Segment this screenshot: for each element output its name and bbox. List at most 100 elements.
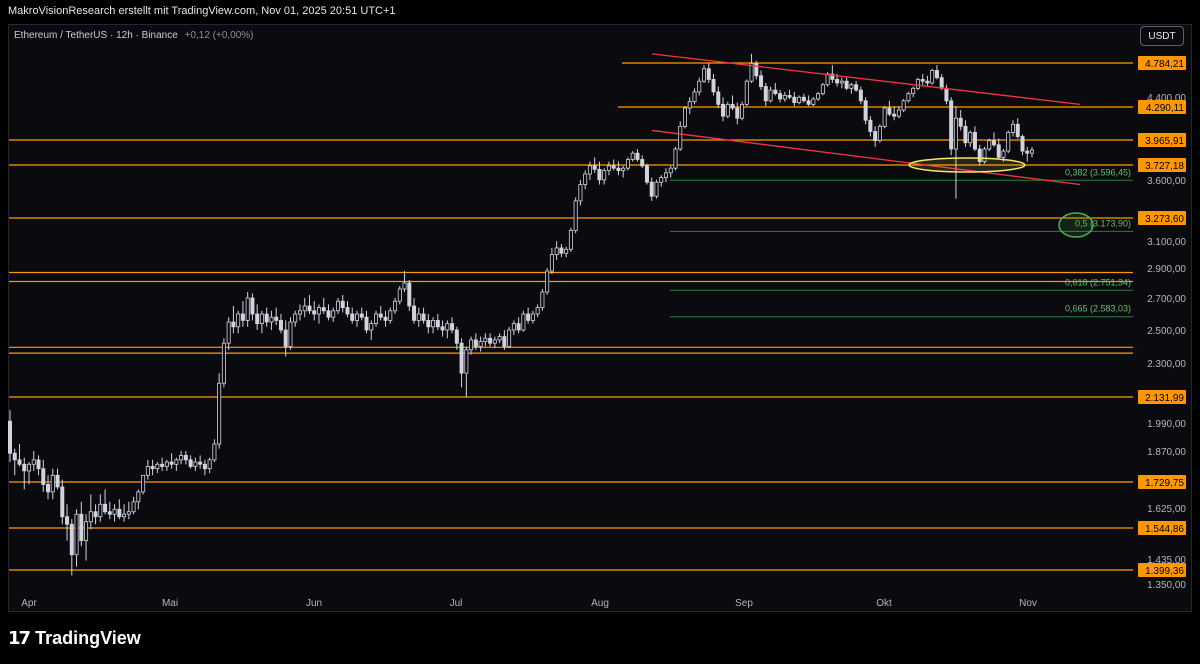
candle-body <box>801 96 806 102</box>
candle-body <box>887 107 892 115</box>
candle-body <box>217 382 222 445</box>
candle-body <box>944 87 949 102</box>
candle-body <box>278 319 283 331</box>
candle-body <box>640 159 645 167</box>
candle-body <box>868 119 873 132</box>
candle-body <box>820 84 825 95</box>
candle-body <box>564 248 569 254</box>
candle-body <box>991 140 996 146</box>
candle-body <box>103 503 108 513</box>
candle-body <box>972 132 977 150</box>
candle-body <box>412 305 417 321</box>
symbol-title: Ethereum / TetherUS · 12h · Binance <box>14 30 178 41</box>
candle-body <box>492 339 497 344</box>
candle-body <box>925 80 930 84</box>
candle-body <box>526 313 531 321</box>
candle-body <box>616 167 621 171</box>
candle-body <box>953 117 958 150</box>
candle-body <box>302 305 307 312</box>
y-tick-label: 2.500,00 <box>1147 326 1186 337</box>
candle-body <box>678 125 683 150</box>
candle-body <box>293 313 298 323</box>
candle-body <box>882 107 887 127</box>
candle-body <box>93 511 98 518</box>
level-price-label: 3.965,91 <box>1145 136 1184 147</box>
candle-body <box>635 152 640 160</box>
candle-body <box>335 300 340 312</box>
candle-body <box>359 313 364 318</box>
candle-body <box>464 349 469 374</box>
candle-body <box>915 79 920 89</box>
candle-body <box>892 113 897 117</box>
tradingview-logo[interactable]: 17 TradingView <box>8 628 141 649</box>
candle-body <box>668 167 673 174</box>
candle-body <box>792 96 797 103</box>
candle-body <box>754 62 759 77</box>
candle-body <box>274 316 279 321</box>
y-tick-label: 1.350,00 <box>1147 580 1186 591</box>
chart-frame[interactable] <box>8 24 1192 612</box>
candle-body <box>321 307 326 312</box>
candle-body <box>416 313 421 321</box>
candle-body <box>350 313 355 321</box>
candle-body <box>706 68 711 80</box>
candle-body <box>231 321 236 328</box>
x-tick-label: Sep <box>735 598 753 609</box>
candle-body <box>649 181 654 197</box>
candle-body <box>22 463 27 472</box>
candle-body <box>573 200 578 231</box>
candle-body <box>117 508 122 518</box>
candle-body <box>150 466 155 470</box>
candle-body <box>559 247 564 254</box>
candle-body <box>659 177 664 183</box>
candle-body <box>7 420 12 454</box>
candle-body <box>454 329 459 344</box>
candle-body <box>939 77 944 89</box>
candle-body <box>145 466 150 476</box>
x-tick-label: Nov <box>1019 598 1037 609</box>
candle-body <box>725 103 730 117</box>
price-change: +0,12 (+0,00%) <box>184 30 254 41</box>
y-tick-label: 2.700,00 <box>1147 294 1186 305</box>
candle-body <box>207 459 212 470</box>
candle-body <box>27 463 32 472</box>
candle-body <box>644 165 649 183</box>
candle-body <box>407 282 412 307</box>
candle-body <box>568 230 573 250</box>
currency-button[interactable]: USDT <box>1140 26 1184 46</box>
candle-body <box>901 100 906 111</box>
candle-body <box>421 313 426 321</box>
symbol-legend: Ethereum / TetherUS · 12h · Binance +0,1… <box>14 30 254 41</box>
candle-body <box>578 184 583 202</box>
candle-body <box>345 307 350 315</box>
candle-body <box>611 165 616 169</box>
candle-body <box>288 321 293 347</box>
candle-body <box>393 300 398 312</box>
y-tick-label: 1.435,00 <box>1147 555 1186 566</box>
candle-body <box>1030 149 1035 154</box>
candle-body <box>245 297 250 321</box>
candle-body <box>778 93 783 100</box>
footer <box>0 612 1200 664</box>
candle-body <box>545 270 550 293</box>
candle-body <box>797 96 802 103</box>
level-price-label: 1.399,36 <box>1145 566 1184 577</box>
candle-body <box>934 70 939 79</box>
candle-body <box>126 511 131 515</box>
candle-body <box>497 336 502 341</box>
candle-body <box>131 501 136 513</box>
candle-body <box>549 254 554 272</box>
candle-body <box>41 468 46 485</box>
candle-body <box>702 68 707 82</box>
candle-body <box>440 326 445 331</box>
level-price-label: 4.290,11 <box>1146 103 1185 114</box>
level-price-tag <box>1138 133 1186 147</box>
candle-body <box>326 310 331 318</box>
channel-lower-line <box>651 129 1081 186</box>
candle-body <box>844 80 849 89</box>
candle-body <box>839 80 844 84</box>
level-price-tag <box>1138 475 1186 489</box>
candle-body <box>716 91 721 105</box>
candle-body <box>830 73 835 80</box>
